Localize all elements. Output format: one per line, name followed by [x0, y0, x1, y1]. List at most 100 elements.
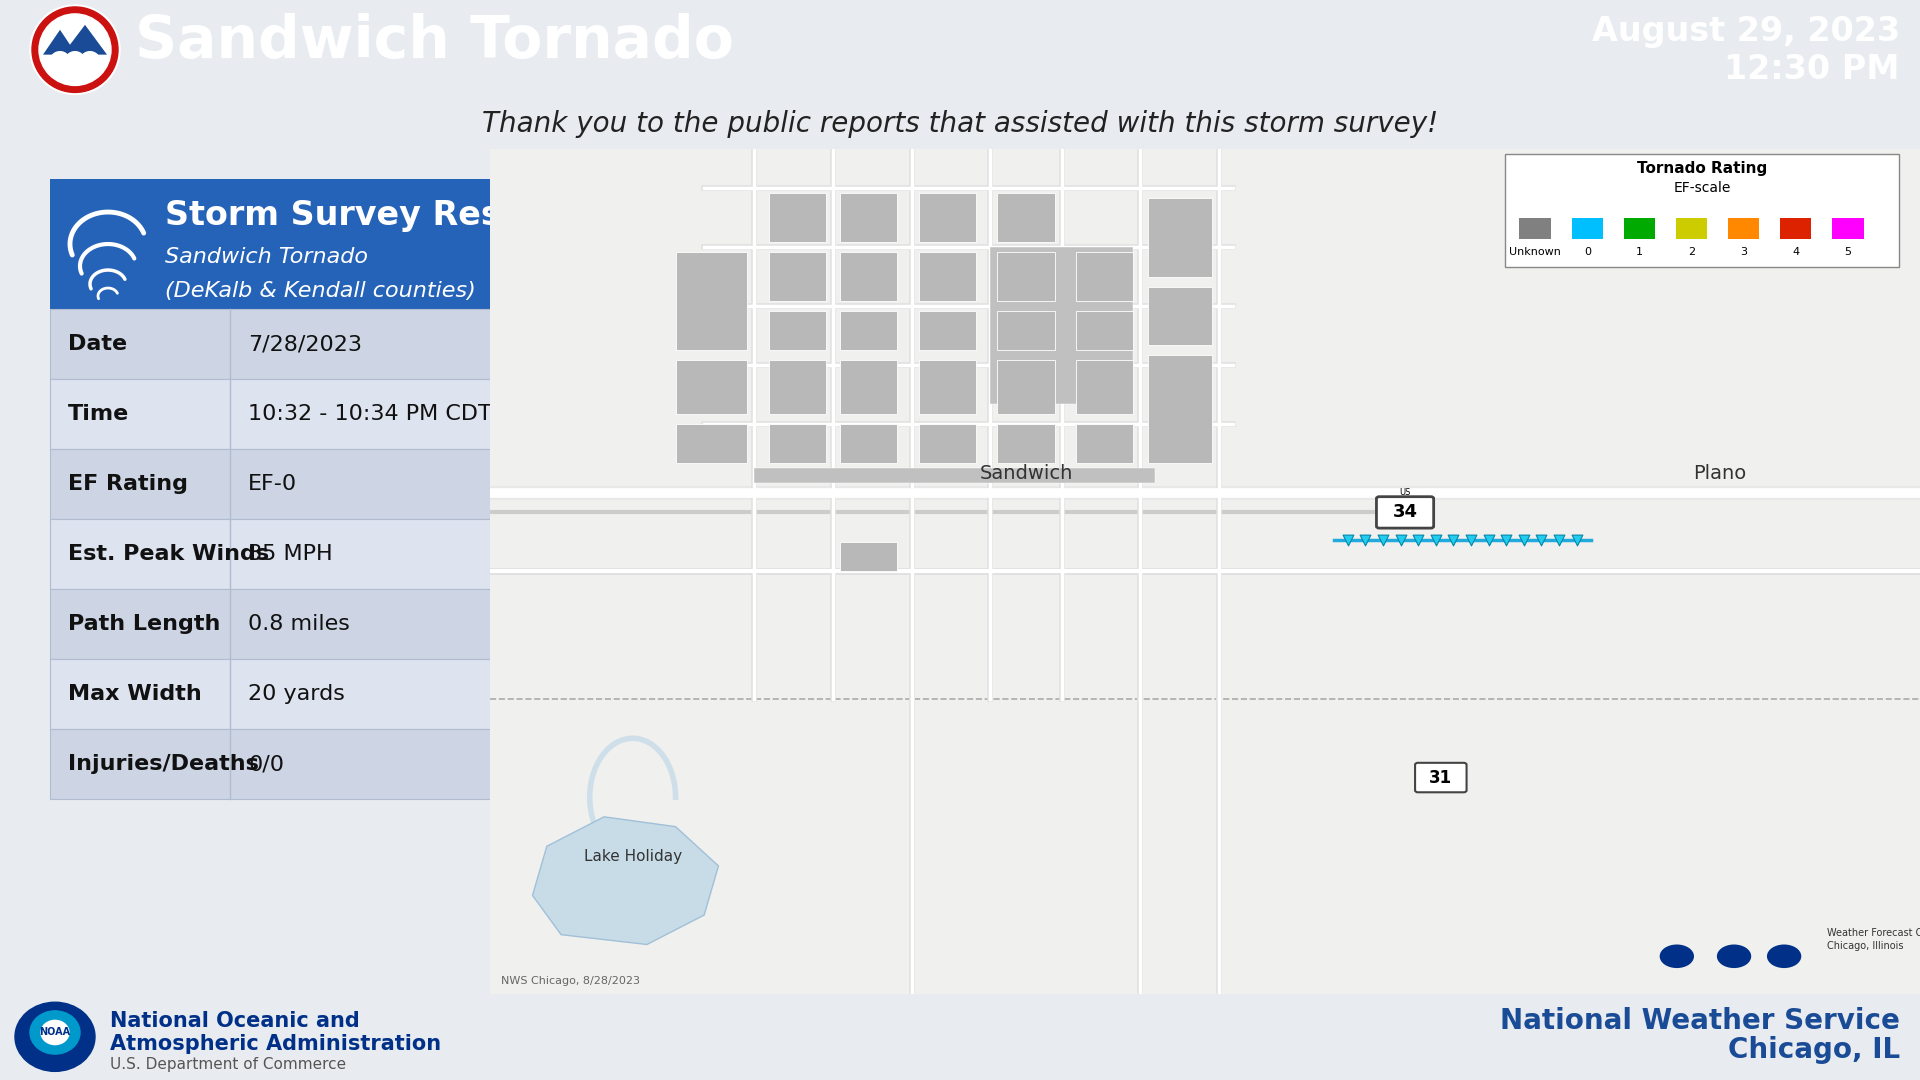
Text: 20 yards: 20 yards: [248, 684, 346, 704]
Text: 31: 31: [1428, 769, 1452, 786]
Text: Thank you to the public reports that assisted with this storm survey!: Thank you to the public reports that ass…: [482, 110, 1438, 138]
Text: 12:30 PM: 12:30 PM: [1724, 53, 1901, 86]
Bar: [1728, 218, 1759, 240]
Bar: [996, 360, 1054, 415]
Circle shape: [40, 1021, 69, 1044]
Bar: [676, 424, 747, 463]
Text: Injuries/Deaths: Injuries/Deaths: [67, 754, 259, 774]
Bar: [50, 379, 511, 449]
Bar: [1148, 355, 1212, 463]
Text: Est. Peak Winds: Est. Peak Winds: [67, 544, 269, 564]
Point: [1455, 531, 1486, 549]
Text: Time: Time: [67, 404, 129, 424]
Bar: [1572, 218, 1603, 240]
Text: 4: 4: [1791, 247, 1799, 257]
Bar: [918, 311, 975, 350]
Bar: [50, 179, 511, 309]
Circle shape: [15, 1002, 94, 1071]
Circle shape: [1659, 945, 1693, 968]
Point: [1386, 531, 1417, 549]
Bar: [1624, 218, 1655, 240]
Text: NWS Chicago, 8/28/2023: NWS Chicago, 8/28/2023: [501, 975, 639, 986]
Circle shape: [1766, 945, 1801, 968]
Point: [1509, 531, 1540, 549]
Bar: [1832, 218, 1864, 240]
Bar: [1075, 360, 1133, 415]
Polygon shape: [42, 25, 108, 55]
Bar: [841, 311, 897, 350]
Bar: [676, 252, 747, 350]
Text: Date: Date: [67, 334, 127, 354]
Text: 0.8 miles: 0.8 miles: [248, 615, 349, 634]
Text: Path Length: Path Length: [67, 615, 221, 634]
Text: Sandwich Tornado: Sandwich Tornado: [134, 13, 733, 70]
Text: 3: 3: [1740, 247, 1747, 257]
Text: EF Rating: EF Rating: [67, 474, 188, 494]
Bar: [841, 542, 897, 571]
Circle shape: [38, 14, 111, 85]
Text: Plano: Plano: [1693, 463, 1747, 483]
Text: 5: 5: [1845, 247, 1851, 257]
Text: 10:32 - 10:34 PM CDT: 10:32 - 10:34 PM CDT: [248, 404, 492, 424]
Circle shape: [1716, 945, 1751, 968]
Text: 0: 0: [1584, 247, 1592, 257]
Text: (DeKalb & Kendall counties): (DeKalb & Kendall counties): [165, 281, 476, 301]
Bar: [841, 252, 897, 301]
Bar: [755, 469, 1154, 483]
Bar: [676, 360, 747, 415]
Text: US: US: [1400, 488, 1411, 497]
Text: U.S. Department of Commerce: U.S. Department of Commerce: [109, 1057, 346, 1072]
Point: [1473, 531, 1503, 549]
Point: [1404, 531, 1434, 549]
Text: 34: 34: [1392, 503, 1417, 522]
Bar: [1505, 154, 1899, 267]
Text: Storm Survey Results: Storm Survey Results: [165, 199, 572, 232]
Bar: [768, 424, 826, 463]
Bar: [50, 589, 511, 659]
Bar: [918, 424, 975, 463]
Text: Tornado Rating: Tornado Rating: [1636, 161, 1766, 176]
Bar: [1780, 218, 1811, 240]
Bar: [918, 360, 975, 415]
Text: Lake Holiday: Lake Holiday: [584, 849, 682, 864]
Bar: [1075, 311, 1133, 350]
Text: NOAA: NOAA: [40, 1027, 71, 1038]
Point: [1421, 531, 1452, 549]
Bar: [50, 659, 511, 729]
Bar: [768, 360, 826, 415]
Circle shape: [31, 1011, 81, 1054]
Bar: [1075, 424, 1133, 463]
Bar: [841, 193, 897, 242]
Text: Max Width: Max Width: [67, 684, 202, 704]
Bar: [1148, 198, 1212, 276]
Bar: [1676, 218, 1707, 240]
Bar: [996, 311, 1054, 350]
Text: National Oceanic and: National Oceanic and: [109, 1011, 359, 1031]
Bar: [1148, 286, 1212, 346]
Text: August 29, 2023: August 29, 2023: [1592, 15, 1901, 49]
FancyBboxPatch shape: [1415, 762, 1467, 793]
Text: Unknown: Unknown: [1509, 247, 1561, 257]
Text: 7/28/2023: 7/28/2023: [248, 334, 363, 354]
Bar: [918, 252, 975, 301]
Text: National Weather Service: National Weather Service: [1500, 1008, 1901, 1036]
Text: Sandwich Tornado: Sandwich Tornado: [165, 247, 369, 267]
Circle shape: [65, 52, 84, 71]
Text: EF-scale: EF-scale: [1672, 181, 1730, 195]
Bar: [996, 252, 1054, 301]
Bar: [50, 309, 511, 379]
Point: [1332, 531, 1363, 549]
Bar: [841, 424, 897, 463]
Bar: [50, 729, 511, 799]
Point: [1492, 531, 1523, 549]
Text: 2: 2: [1688, 247, 1695, 257]
Bar: [996, 424, 1054, 463]
Text: Atmospheric Administration: Atmospheric Administration: [109, 1034, 442, 1054]
Bar: [768, 193, 826, 242]
Text: Chicago, IL: Chicago, IL: [1728, 1036, 1901, 1064]
Bar: [918, 193, 975, 242]
Circle shape: [50, 52, 69, 71]
Polygon shape: [532, 816, 718, 945]
Point: [1526, 531, 1557, 549]
Text: EF-0: EF-0: [248, 474, 298, 494]
